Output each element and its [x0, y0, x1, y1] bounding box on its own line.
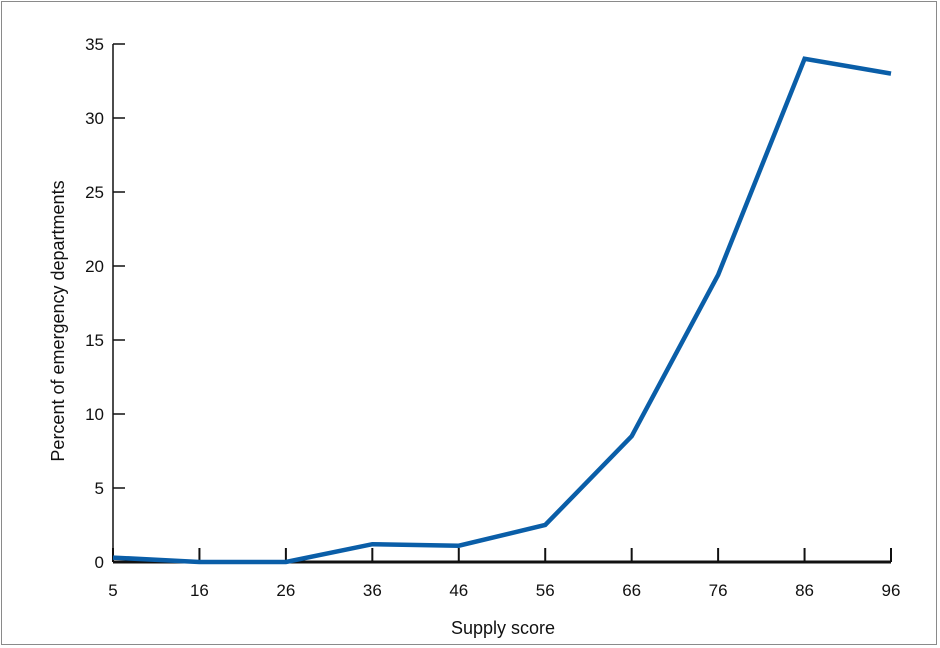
- y-axis-title: Percent of emergency departments: [48, 180, 68, 461]
- x-tick-label: 36: [363, 581, 382, 600]
- y-tick-label: 5: [95, 479, 104, 498]
- y-tick-label: 15: [85, 331, 104, 350]
- series-line: [112, 56, 892, 565]
- x-tick-label: 16: [190, 581, 209, 600]
- y-tick-label: 20: [85, 257, 104, 276]
- x-axis-title: Supply score: [451, 618, 555, 638]
- x-tick-label: 26: [276, 581, 295, 600]
- y-tick-label: 10: [85, 405, 104, 424]
- y-tick-label: 35: [85, 35, 104, 54]
- x-tick-label: 56: [536, 581, 555, 600]
- x-axis-ticks: 5 16 26 36 46 56 66 76 86 96: [108, 548, 900, 600]
- y-tick-label: 25: [85, 183, 104, 202]
- x-tick-label: 46: [449, 581, 468, 600]
- x-tick-label: 5: [108, 581, 117, 600]
- x-tick-label: 66: [622, 581, 641, 600]
- x-tick-label: 76: [709, 581, 728, 600]
- x-tick-label: 96: [882, 581, 901, 600]
- y-tick-label: 30: [85, 109, 104, 128]
- y-tick-label: 0: [95, 553, 104, 572]
- x-tick-label: 86: [795, 581, 814, 600]
- y-axis-ticks: 0 5 10 15 20 25 30 35: [85, 35, 125, 572]
